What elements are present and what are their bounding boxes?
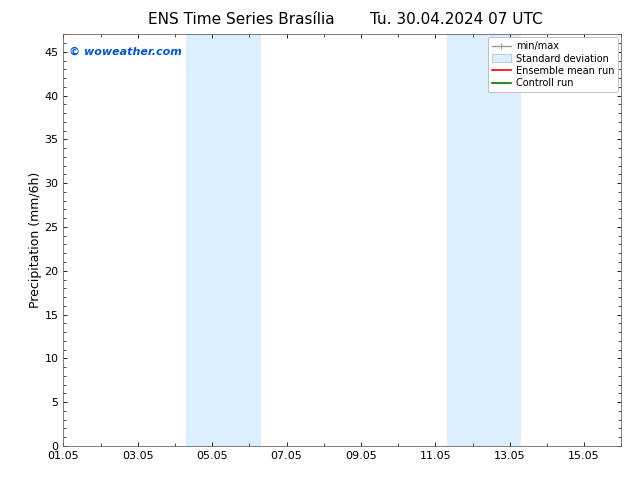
Bar <box>446 34 521 446</box>
Bar <box>186 34 261 446</box>
Text: Tu. 30.04.2024 07 UTC: Tu. 30.04.2024 07 UTC <box>370 12 543 27</box>
Y-axis label: Precipitation (mm/6h): Precipitation (mm/6h) <box>29 172 42 308</box>
Text: ENS Time Series Brasília: ENS Time Series Brasília <box>148 12 334 27</box>
Text: © woweather.com: © woweather.com <box>69 47 182 57</box>
Legend: min/max, Standard deviation, Ensemble mean run, Controll run: min/max, Standard deviation, Ensemble me… <box>488 37 618 92</box>
